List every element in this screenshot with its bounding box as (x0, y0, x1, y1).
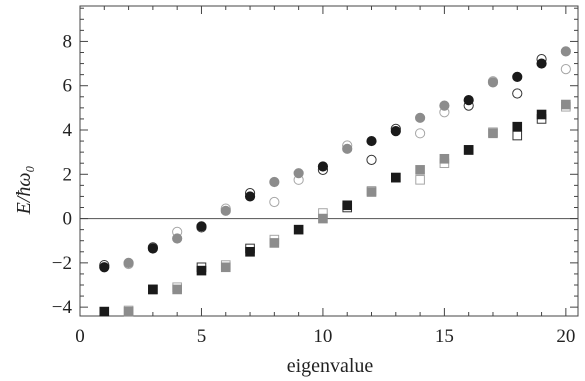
filled-square-gray-point (488, 128, 498, 139)
filled-square-black-point (99, 306, 110, 317)
open-circle-gray-point (414, 128, 426, 139)
filled-circle-gray-point (123, 257, 134, 268)
open-circle-black-point (512, 88, 523, 99)
filled-square-gray-point (366, 187, 377, 197)
filled-square-gray-point (123, 306, 134, 317)
filled-square-gray-point (172, 284, 182, 295)
filled-square-black-point (148, 284, 158, 295)
open-square-gray-point (415, 175, 425, 185)
filled-circle-black-point (366, 135, 377, 147)
filled-circle-black-point (463, 95, 474, 106)
x-tick-label: 0 (75, 326, 85, 347)
y-tick-label: 8 (63, 31, 73, 52)
filled-circle-gray-point (172, 233, 183, 244)
y-axis-label: E/ħω₀ (13, 166, 35, 216)
filled-square-gray-point (318, 213, 328, 224)
open-circle-gray-point (560, 64, 571, 75)
y-tick-label: 6 (63, 76, 73, 97)
filled-square-gray-point (269, 238, 280, 248)
filled-circle-black-point (536, 58, 547, 69)
open-circle-black-point (366, 154, 377, 165)
filled-square-black-point (342, 200, 353, 211)
filled-square-black-point (196, 265, 207, 276)
filled-circle-black-point (99, 262, 110, 273)
y-tick-label: 0 (63, 209, 73, 230)
filled-circle-gray-point (439, 100, 450, 111)
filled-circle-gray-point (414, 112, 426, 123)
filled-square-gray-point (415, 165, 425, 175)
filled-square-black-point (512, 121, 523, 132)
x-tick-label: 15 (435, 326, 454, 347)
x-tick-label: 5 (197, 326, 207, 347)
filled-circle-black-point (390, 126, 401, 137)
x-tick-label: 10 (313, 326, 332, 347)
filled-circle-black-point (244, 191, 256, 202)
x-tick-label: 20 (556, 326, 575, 347)
filled-square-gray-point (561, 99, 571, 110)
filled-square-black-point (391, 172, 401, 183)
filled-square-black-point (293, 224, 304, 235)
y-tick-label: −2 (52, 253, 72, 274)
filled-square-black-point (245, 246, 255, 257)
filled-circle-gray-point (293, 168, 304, 179)
y-tick-label: 4 (63, 120, 73, 141)
y-tick-label: −4 (52, 297, 73, 318)
filled-square-black-point (463, 145, 474, 155)
filled-circle-black-point (317, 161, 329, 172)
plot-border (79, 5, 579, 317)
open-circle-gray-point (269, 196, 280, 208)
tick-labels-layer: 0 5 10 15 20 −4 −2 0 2 4 6 8 (52, 31, 576, 347)
filled-circle-black-point (147, 243, 158, 254)
filled-square-black-point (536, 109, 547, 120)
filled-circle-black-point (196, 221, 207, 232)
filled-circle-gray-point (342, 143, 353, 154)
x-axis-label: eigenvalue (287, 355, 374, 377)
ticks-layer (79, 6, 578, 316)
y-tick-label: 2 (63, 164, 73, 185)
points-layer (99, 46, 571, 317)
filled-square-gray-point (220, 262, 231, 273)
filled-circle-gray-point (220, 205, 231, 216)
filled-circle-gray-point (269, 176, 280, 188)
filled-circle-black-point (512, 71, 523, 82)
filled-circle-gray-point (487, 77, 499, 88)
plot-frame (79, 5, 579, 317)
filled-square-gray-point (439, 153, 450, 164)
open-square-black-point (512, 130, 523, 141)
filled-circle-gray-point (560, 46, 571, 57)
